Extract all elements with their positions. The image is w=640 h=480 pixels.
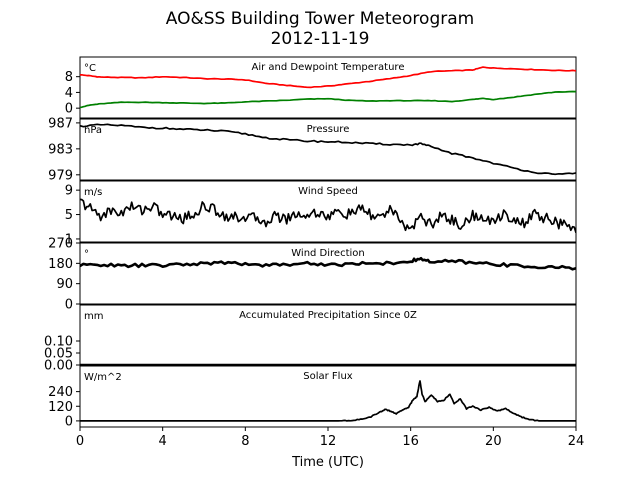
y-tick-label-solar-flux-0: 0	[65, 414, 73, 429]
panel-title-temperature: Air and Dewpoint Temperature	[252, 62, 405, 73]
y-tick-label-temperature-1: 4	[65, 86, 73, 101]
y-tick-label-temperature-0: 0	[65, 102, 73, 117]
panel-title-pressure: Pressure	[307, 124, 350, 135]
y-tick-label-solar-flux-1: 120	[48, 400, 73, 415]
panel-frame-wind-direction	[79, 242, 577, 305]
series-line-dewpoint	[80, 90, 576, 109]
panel-unit-wind-direction: °	[84, 249, 89, 260]
series-group-temperature	[80, 66, 576, 109]
y-tick-label-wind-speed-0: 1	[65, 232, 73, 247]
x-tick-label-1: 4	[159, 434, 167, 449]
y-tick-label-precipitation-0: 0.00	[44, 359, 73, 374]
series-group-wind-direction	[80, 256, 576, 271]
y-tick-label-precipitation-1: 0.05	[44, 347, 73, 362]
y-tick-label-wind-speed-2: 9	[65, 184, 73, 199]
panel-precipitation: 0.000.050.10 mm Accumulated Precipitation …	[44, 304, 577, 374]
panel-wind-speed: 1 5 9 m/s Wind Speed	[65, 180, 577, 247]
y-tick-label-wind-direction-2: 180	[48, 257, 73, 272]
y-tick-label-wind-direction-1: 90	[56, 277, 73, 292]
panel-title-wind-direction: Wind Direction	[291, 248, 365, 259]
y-tick-label-precipitation-2: 0.10	[44, 335, 73, 350]
series-group-pressure	[80, 123, 576, 176]
x-tick-label-2: 8	[241, 434, 249, 449]
x-axis: 0 4 8 12 16 20 24	[76, 427, 584, 449]
series-line-solar	[80, 380, 576, 422]
x-tick-label-3: 12	[320, 434, 337, 449]
panels-group: 048°C Air and Dewpoint Temperature9799839…	[44, 56, 577, 429]
chart-subtitle: 2012-11-19	[271, 29, 370, 49]
x-tick-label-6: 24	[568, 434, 585, 449]
panel-title-wind-speed: Wind Speed	[298, 186, 358, 197]
x-tick-label-0: 0	[76, 434, 84, 449]
y-tick-label-wind-direction-0: 0	[65, 298, 73, 313]
y-tick-label-temperature-2: 8	[65, 70, 73, 85]
series-line-air	[80, 66, 576, 89]
panel-unit-solar-flux: W/m^2	[84, 372, 122, 383]
panel-unit-wind-speed: m/s	[84, 187, 102, 198]
chart-title: AO&SS Building Tower Meteorogram	[166, 9, 474, 29]
panel-wind-direction: 0 90 180 270 ° Wind Direction	[48, 237, 577, 313]
panel-frame-pressure	[79, 118, 577, 181]
series-group-solar-flux	[80, 380, 576, 422]
y-tick-label-pressure-1: 983	[48, 142, 73, 157]
panel-title-solar-flux: Solar Flux	[303, 371, 353, 382]
series-line-direction	[80, 256, 576, 271]
y-tick-label-pressure-0: 979	[48, 168, 73, 183]
panel-title-precipitation: Accumulated Precipitation Since 0Z	[239, 310, 417, 321]
x-axis-label: Time (UTC)	[291, 455, 364, 470]
panel-frame-temperature	[79, 56, 577, 119]
panel-temperature: 048 °C Air and Dewpoint Temperature	[65, 56, 577, 119]
panel-pressure: 979 983 987 hPa Pressure	[48, 116, 577, 183]
series-line-pressure	[80, 123, 576, 176]
panel-frame-wind-speed	[79, 180, 577, 243]
series-group-wind-speed	[80, 198, 576, 234]
y-tick-label-wind-direction-3: 270	[48, 237, 73, 252]
y-tick-label-solar-flux-2: 240	[48, 385, 73, 400]
y-tick-label-wind-speed-1: 5	[65, 208, 73, 223]
panel-unit-pressure: hPa	[84, 125, 102, 136]
y-tick-label-pressure-2: 987	[48, 116, 73, 131]
panel-unit-precipitation: mm	[84, 311, 103, 322]
series-line-speed	[80, 198, 576, 234]
x-tick-label-5: 20	[485, 434, 502, 449]
panel-unit-temperature: °C	[84, 63, 96, 74]
x-tick-label-4: 16	[402, 434, 419, 449]
